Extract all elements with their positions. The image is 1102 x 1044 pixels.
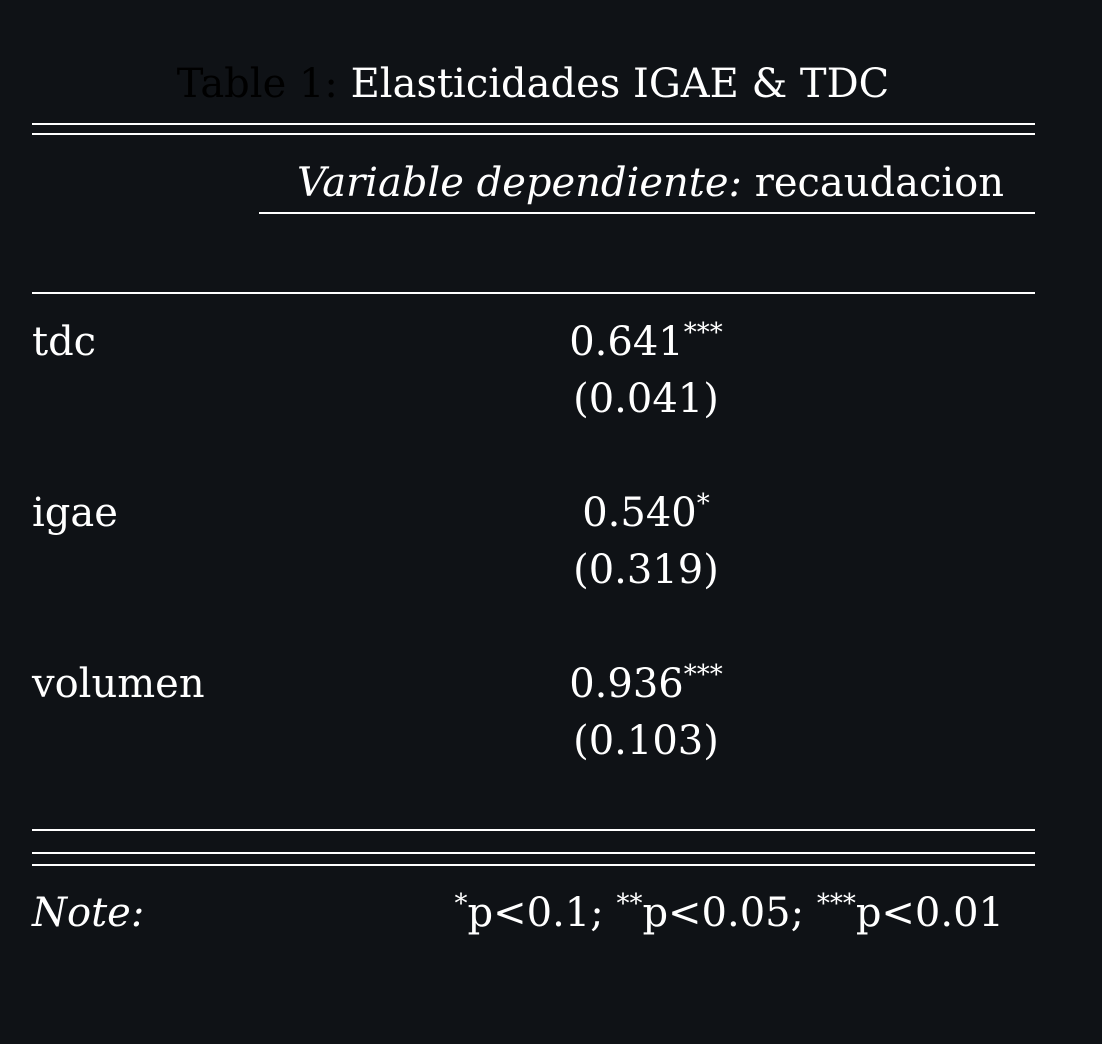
note-stars-3: *** <box>816 889 856 919</box>
row-se-volumen: (0.103) <box>573 718 719 764</box>
body-top-rule <box>32 292 1035 294</box>
note-text-3: p<0.01 <box>855 890 1004 936</box>
body-bottom-rule <box>32 829 1035 831</box>
coef-value: 0.540 <box>582 490 697 536</box>
dependent-variable-header: Variable dependiente: recaudacion <box>297 163 1004 203</box>
row-coef-volumen: 0.936*** <box>546 661 746 707</box>
row-label-volumen: volumen <box>32 661 205 707</box>
row-coef-igae: 0.540* <box>546 490 746 536</box>
significance-stars: *** <box>683 660 723 690</box>
significance-stars: *** <box>683 318 723 348</box>
note-stars-2: ** <box>616 889 643 919</box>
row-se-tdc: (0.041) <box>573 376 719 422</box>
coef-value: 0.936 <box>569 661 684 707</box>
coef-value: 0.641 <box>569 319 684 365</box>
significance-stars: * <box>696 489 710 519</box>
row-coef-tdc: 0.641*** <box>546 319 746 365</box>
row-se-igae: (0.319) <box>573 547 719 593</box>
note-label: Note: <box>32 890 145 936</box>
bottom-rule-2 <box>32 864 1035 866</box>
dep-var-name: recaudacion <box>754 160 1004 206</box>
top-rule-1 <box>32 123 1035 125</box>
significance-note: *p<0.1; **p<0.05; ***p<0.01 <box>455 890 1005 936</box>
table-caption: Table 1: Elasticidades IGAE & TDC <box>0 64 1066 104</box>
dep-var-label: Variable dependiente: <box>297 160 742 206</box>
row-label-tdc: tdc <box>32 319 97 365</box>
row-label-igae: igae <box>32 490 118 536</box>
bottom-rule-1 <box>32 852 1035 854</box>
note-stars-1: * <box>454 889 468 919</box>
caption-prefix: Table 1: <box>176 61 338 107</box>
note-text-2: p<0.05; <box>642 890 817 936</box>
caption-title: Elasticidades IGAE & TDC <box>350 61 890 107</box>
header-underline <box>259 212 1035 214</box>
top-rule-2 <box>32 133 1035 135</box>
note-text-1: p<0.1; <box>467 890 617 936</box>
